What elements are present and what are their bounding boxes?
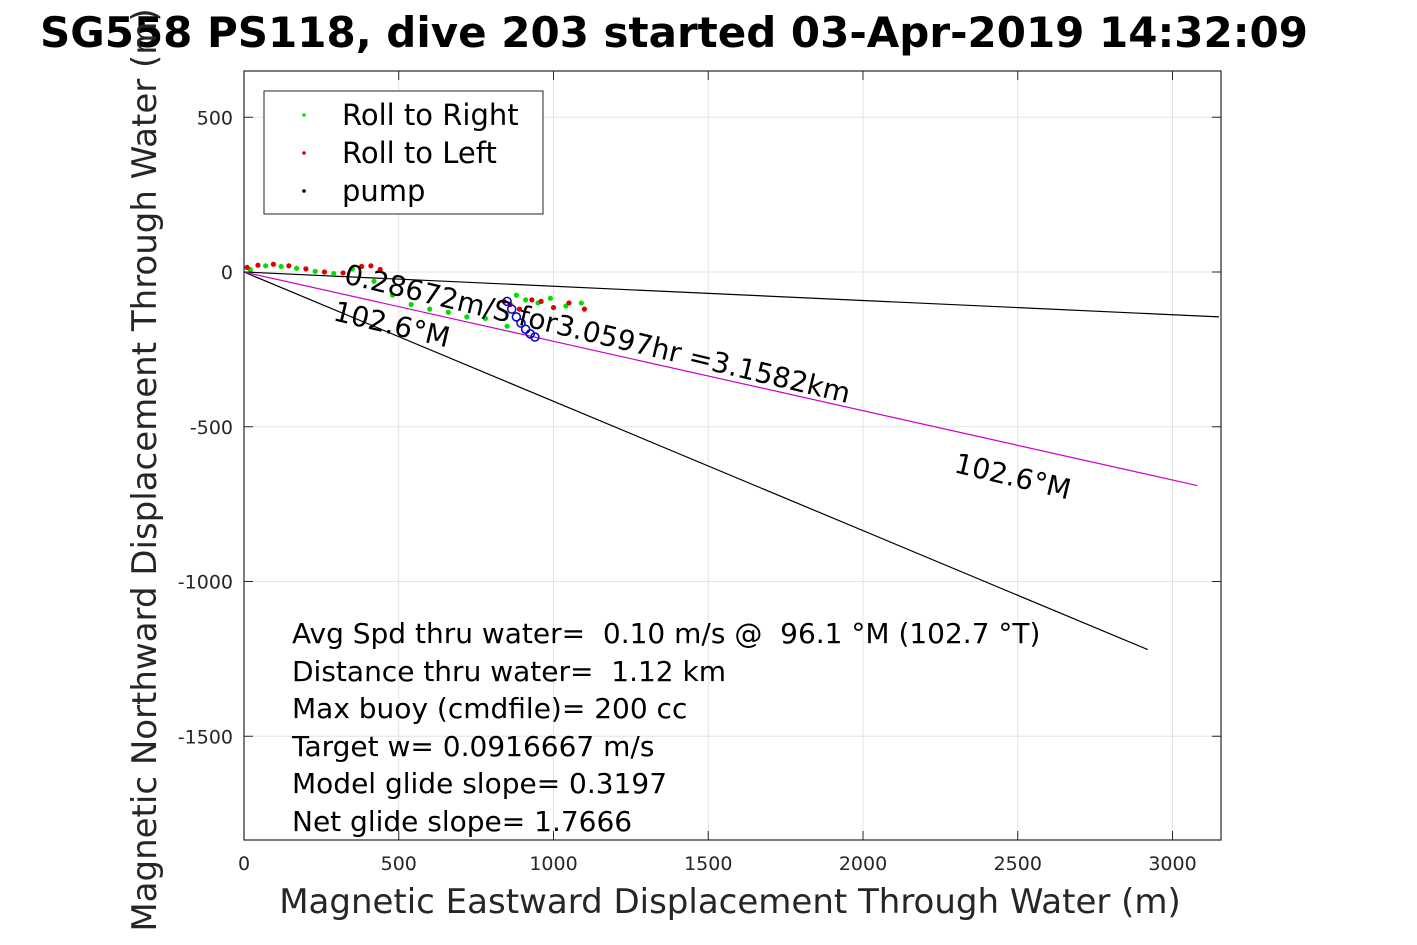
stat-distance: Distance thru water= 1.12 km xyxy=(292,655,726,688)
pump-point xyxy=(502,296,512,307)
roll-to-right-point xyxy=(578,300,584,306)
roll-to-left-point xyxy=(538,298,544,305)
roll-to-right-point xyxy=(278,263,284,270)
legend-box xyxy=(263,90,544,215)
y-tick-label: 0 xyxy=(221,262,233,284)
roll-to-left-point xyxy=(550,304,557,311)
reference-lines xyxy=(243,271,1219,651)
roll-to-right-point xyxy=(482,315,489,322)
x-axis-label: Magnetic Eastward Displacement Through W… xyxy=(279,882,1181,922)
roll-to-left-point xyxy=(359,263,365,270)
roll-to-left-point xyxy=(244,264,250,270)
roll-to-left-point xyxy=(286,263,292,269)
roll-to-left-point xyxy=(529,297,535,303)
ticks: 0 500 1000 1500 2000 2500 3000 500 0 -500 -1000 -15… xyxy=(178,71,1221,875)
roll-to-right-point xyxy=(547,295,554,301)
roll-to-right-point xyxy=(312,268,318,274)
roll-to-right-point xyxy=(294,265,300,271)
legend-label-roll-left: Roll to Left xyxy=(342,136,497,170)
x-tick-label: 2000 xyxy=(839,853,887,875)
roll-to-left-point xyxy=(581,306,588,312)
roll-to-right-point xyxy=(371,278,377,284)
legend-label-roll-right: Roll to Right xyxy=(342,98,519,132)
reference-line xyxy=(243,271,1219,318)
legend: Roll to Right Roll to Left pump xyxy=(263,90,544,215)
y-tick-label: 500 xyxy=(197,107,233,129)
chart-title: SG558 PS118, dive 203 started 03-Apr-201… xyxy=(40,8,1308,57)
roll-to-right-point xyxy=(349,266,355,272)
stat-avg-speed: Avg Spd thru water= 0.10 m/s @ 96.1 °M (… xyxy=(292,617,1040,650)
legend-marker-pump xyxy=(302,189,306,193)
stat-max-buoy: Max buoy (cmdfile)= 200 cc xyxy=(292,692,687,725)
y-tick-label: -500 xyxy=(190,417,233,439)
x-tick-label: 1000 xyxy=(529,853,577,875)
roll-to-left-point xyxy=(303,266,309,272)
pump-point xyxy=(516,318,526,328)
roll-to-left-point xyxy=(321,269,328,275)
plot-frame xyxy=(243,70,1222,841)
x-tick-label: 2500 xyxy=(994,853,1042,875)
roll-to-right-point xyxy=(408,301,414,308)
roll-to-right-point xyxy=(427,306,433,312)
roll-to-right-point xyxy=(464,314,470,320)
roll-to-right-point xyxy=(523,297,529,303)
x-tick-label: 3000 xyxy=(1148,853,1196,875)
roll-to-right-point xyxy=(504,323,510,329)
roll-to-left-point xyxy=(255,262,261,268)
stats-block: Avg Spd thru water= 0.10 m/s @ 96.1 °M (… xyxy=(291,617,1040,838)
x-tick-label: 0 xyxy=(238,853,250,875)
x-tick-label: 500 xyxy=(381,853,417,875)
roll-to-right-point xyxy=(263,263,269,269)
stat-model-glide: Model glide slope= 0.3197 xyxy=(292,767,667,800)
roll-to-left-point xyxy=(270,261,277,267)
roll-to-left-point xyxy=(516,306,523,312)
roll-to-right-point xyxy=(445,309,451,315)
pump-point xyxy=(506,304,517,314)
stat-net-glide: Net glide slope= 1.7666 xyxy=(292,805,632,838)
pump-point xyxy=(511,312,522,322)
roll-to-left-point xyxy=(340,270,346,276)
y-axis-label: Magnetic Northward Displacement Through … xyxy=(125,8,165,931)
legend-marker-roll-right xyxy=(302,113,306,117)
y-tick-label: -1000 xyxy=(178,572,233,594)
roll-to-right-point xyxy=(389,292,396,298)
roll-to-left-point xyxy=(566,300,572,306)
legend-marker-roll-left xyxy=(302,151,306,155)
x-tick-label: 1500 xyxy=(684,853,732,875)
legend-label-pump: pump xyxy=(342,174,425,208)
roll-to-left-point xyxy=(377,266,383,273)
roll-to-right-point xyxy=(331,270,337,277)
stat-target-w: Target w= 0.0916667 m/s xyxy=(291,730,654,763)
reference-line xyxy=(243,271,1148,651)
roll-to-left-point xyxy=(368,263,374,269)
reference-line xyxy=(243,271,1198,487)
roll-to-right-point xyxy=(513,292,519,298)
y-tick-label: -1500 xyxy=(178,726,233,748)
data-points xyxy=(244,261,588,342)
pump-point xyxy=(530,332,540,342)
